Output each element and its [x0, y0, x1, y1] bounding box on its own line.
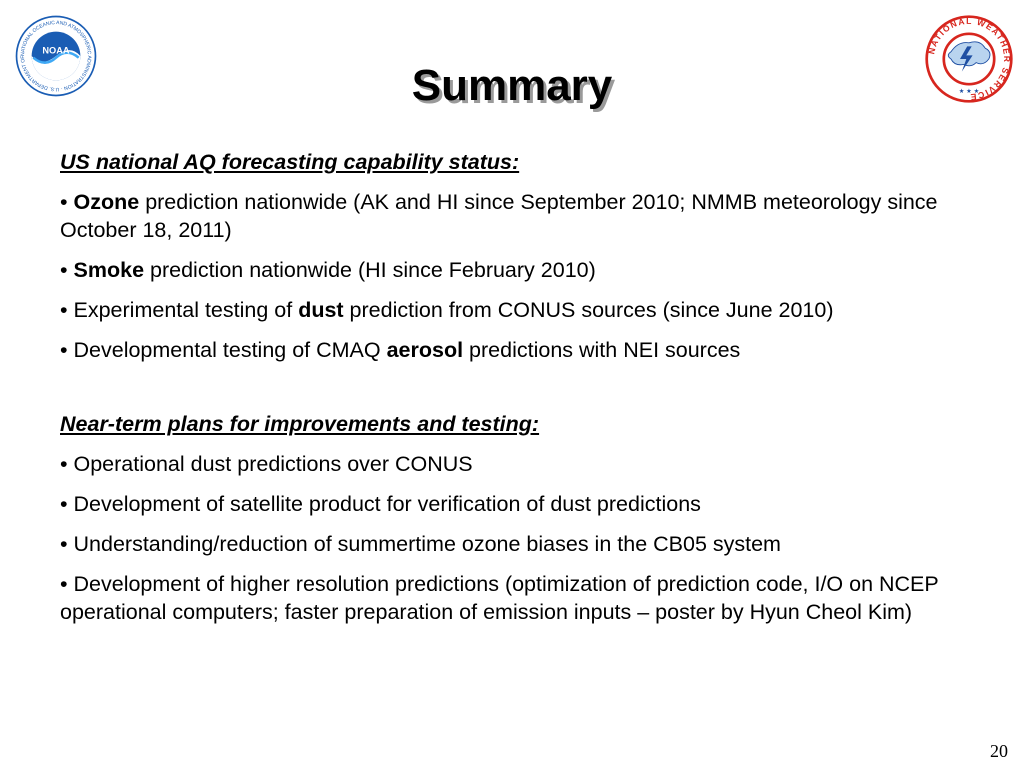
bullet-icon: • — [60, 492, 68, 516]
bullet-item-dust: • Experimental testing of dust predictio… — [60, 296, 1000, 324]
item-text: predictions with NEI sources — [463, 338, 741, 362]
section-heading-status: US national AQ forecasting capability st… — [60, 150, 520, 174]
item-keyword: Ozone — [73, 190, 140, 214]
item-keyword: dust — [298, 298, 344, 322]
bullet-icon: • — [60, 452, 68, 476]
section-heading-plans: Near-term plans for improvements and tes… — [60, 412, 540, 436]
item-text: Developmental testing of CMAQ — [67, 338, 387, 362]
bullet-icon: • — [60, 190, 68, 214]
bullet-icon: • — [60, 572, 68, 596]
bullet-item-plan-2: • Development of satellite product for v… — [60, 490, 1000, 518]
item-text: Operational dust predictions over CONUS — [67, 452, 473, 476]
slide-title: Summary — [411, 61, 613, 110]
bullet-item-smoke: • Smoke prediction nationwide (HI since … — [60, 256, 1000, 284]
noaa-seal-icon: NATIONAL OCEANIC AND ATMOSPHERIC ADMINIS… — [14, 14, 97, 97]
bullet-icon: • — [60, 258, 68, 282]
bullet-item-plan-3: • Understanding/reduction of summertime … — [60, 530, 1000, 558]
bullet-item-plan-4: • Development of higher resolution predi… — [60, 570, 1000, 626]
svg-text:★ ★ ★: ★ ★ ★ — [959, 88, 980, 95]
bullet-item-aerosol: • Developmental testing of CMAQ aerosol … — [60, 336, 1000, 364]
bullet-item-ozone: • Ozone prediction nationwide (AK and HI… — [60, 188, 1000, 244]
slide-body: US national AQ forecasting capability st… — [60, 148, 1000, 638]
section-spacer — [60, 376, 1000, 410]
item-text: Understanding/reduction of summertime oz… — [67, 532, 781, 556]
item-text: Development of satellite product for ver… — [67, 492, 701, 516]
item-keyword: aerosol — [386, 338, 464, 362]
bullet-icon: • — [60, 298, 68, 322]
item-keyword: Smoke — [73, 258, 145, 282]
bullet-icon: • — [60, 532, 68, 556]
item-text: Experimental testing of — [67, 298, 299, 322]
bullet-item-plan-1: • Operational dust predictions over CONU… — [60, 450, 1000, 478]
noaa-logo-text: NOAA — [42, 45, 70, 55]
item-text: prediction nationwide (HI since February… — [144, 258, 596, 282]
item-text: prediction from CONUS sources (since Jun… — [343, 298, 834, 322]
bullet-icon: • — [60, 338, 68, 362]
item-text: prediction nationwide (AK and HI since S… — [60, 190, 938, 242]
page-number: 20 — [990, 741, 1008, 761]
item-text: Development of higher resolution predict… — [60, 572, 939, 624]
national-weather-service-icon: NATIONAL WEATHER SERVICE ★ ★ ★ — [925, 15, 1013, 103]
